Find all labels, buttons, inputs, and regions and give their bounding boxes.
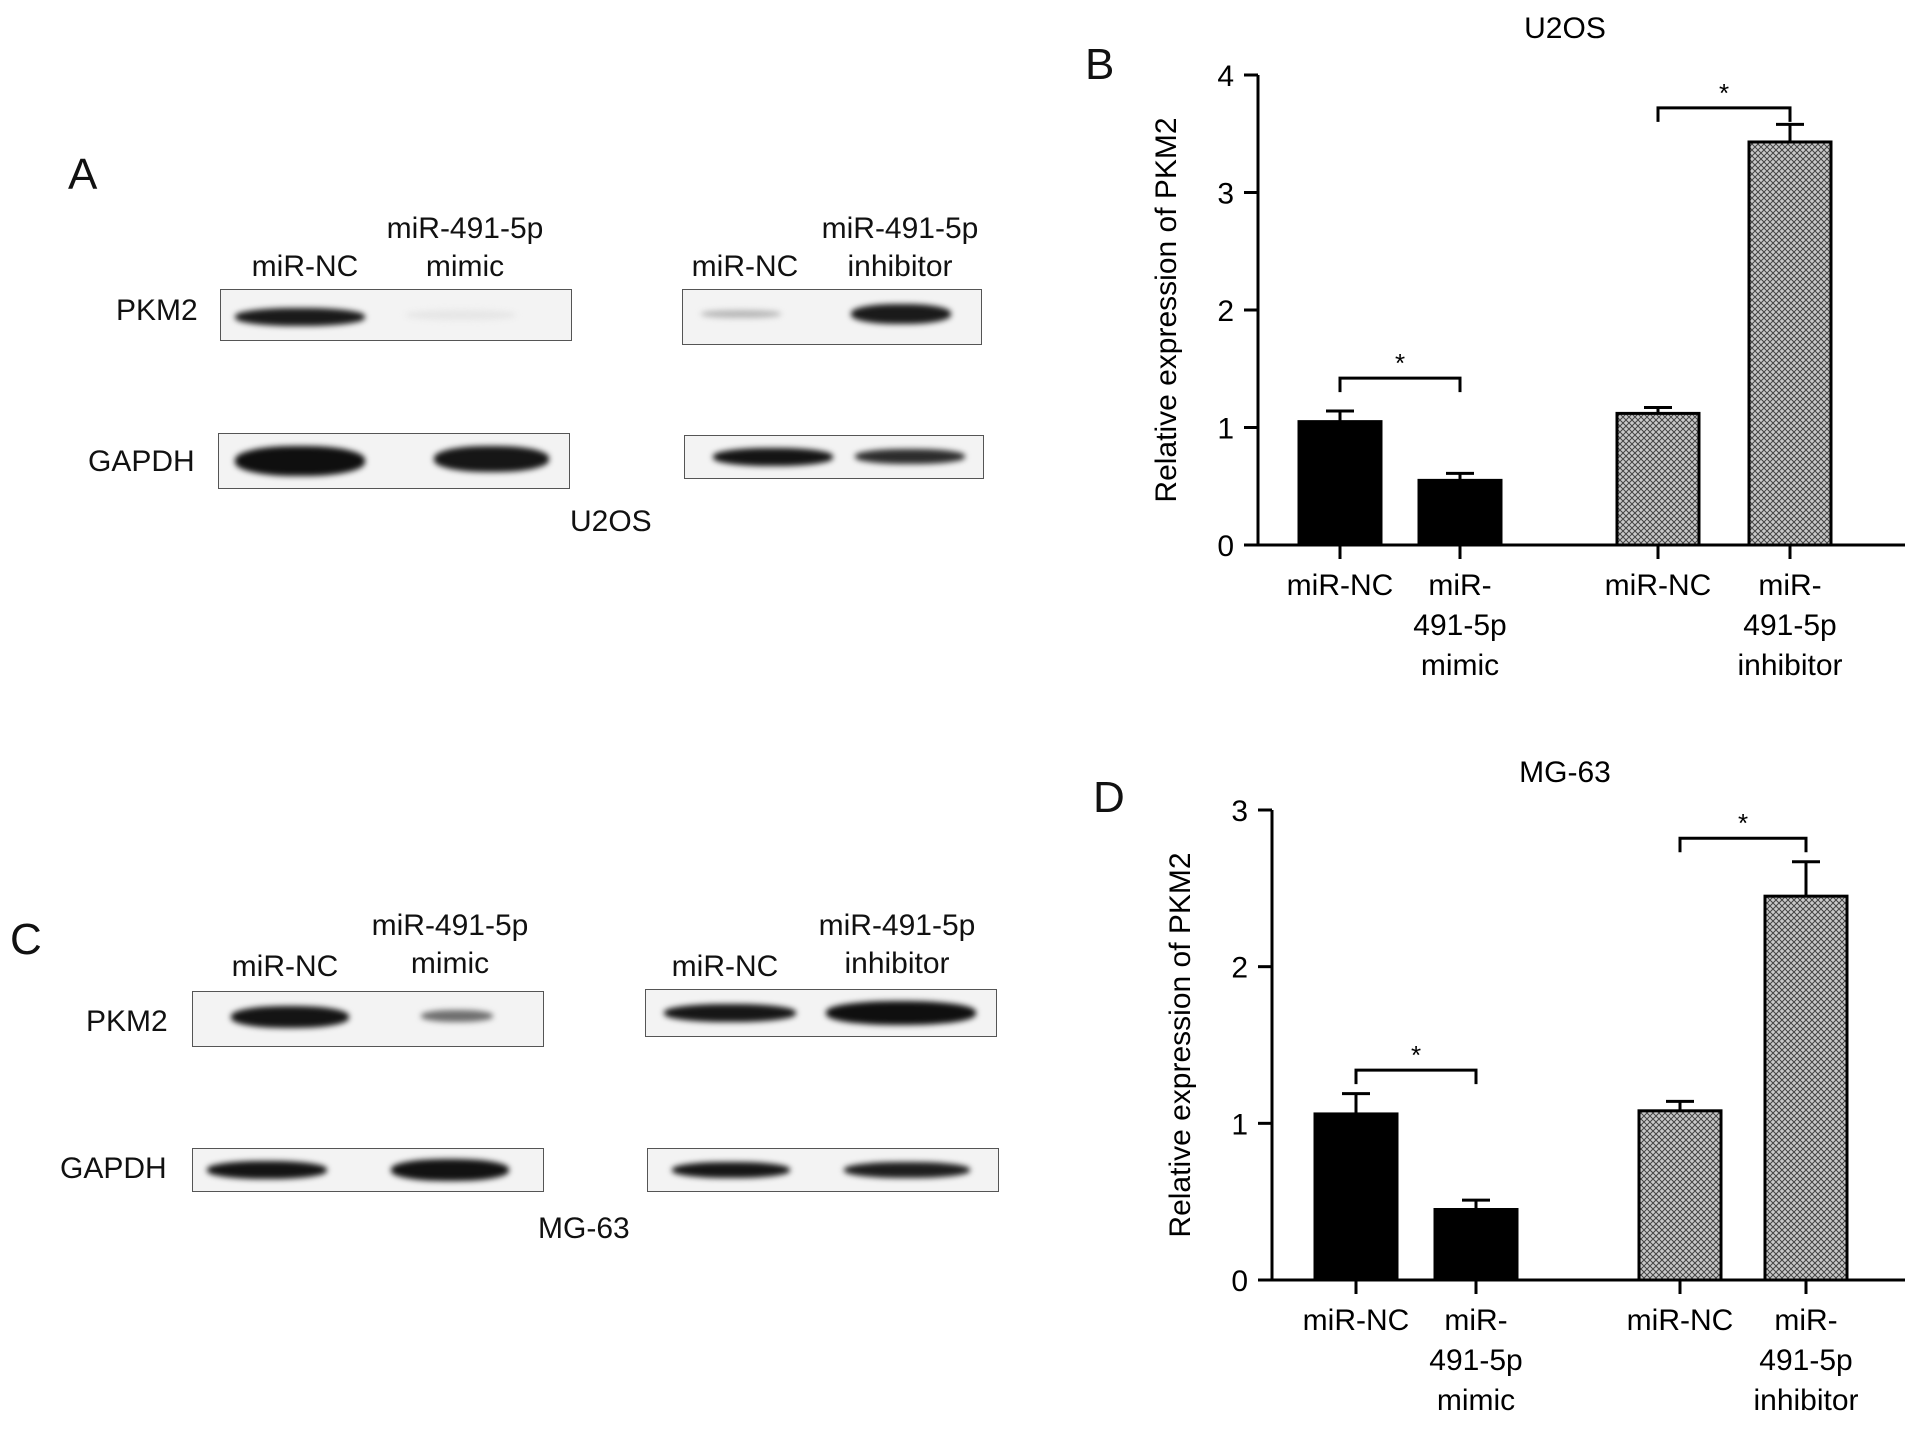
blot-a-gapdh-inhibitor <box>684 435 984 479</box>
y-axis-label: Relative expression of PKM2 <box>1164 852 1197 1237</box>
bar <box>1433 1208 1519 1282</box>
significance-label: * <box>1411 1040 1421 1070</box>
x-tick-label: miR- 491-5p mimic <box>1413 569 1506 682</box>
chart-d: MG-63 0 1 2 3 Relative expression of PKM2 miR-… <box>1164 756 1905 1417</box>
band <box>826 1001 976 1025</box>
bar <box>1747 140 1833 547</box>
band <box>235 308 365 326</box>
significance-bracket <box>1678 836 1808 853</box>
x-tick-label: miR- 491-5p inhibitor <box>1753 1304 1858 1417</box>
band <box>434 446 549 472</box>
blot-c-gapdh-inhibitor <box>647 1148 999 1192</box>
y-tick-label: 3 <box>1231 795 1248 828</box>
band <box>421 1010 493 1022</box>
y-axis-label: Relative expression of PKM2 <box>1150 117 1183 502</box>
bar <box>1615 411 1701 547</box>
chart-b: U2OS 0 1 2 3 4 Relative expression of PKM2 miR-… <box>1150 12 1905 682</box>
y-tick-label: 0 <box>1217 530 1234 563</box>
cell-line-caption-c: MG-63 <box>538 1212 630 1245</box>
y-tick-label: 1 <box>1217 413 1234 446</box>
band <box>701 310 781 318</box>
lane-label-c-inh-nc: miR-NC <box>671 950 779 983</box>
band <box>231 1006 349 1028</box>
chart-title: U2OS <box>1524 12 1606 45</box>
band <box>391 1159 509 1181</box>
x-tick-label-line: miR- <box>1758 569 1821 602</box>
y-tick-label: 3 <box>1217 178 1234 211</box>
x-tick-label-line: miR- <box>1444 1304 1507 1337</box>
band <box>672 1162 790 1178</box>
blot-a-pkm2-mimic <box>220 289 572 341</box>
x-tick-label-line: miR-NC <box>1303 1304 1410 1337</box>
cell-line-caption-a: U2OS <box>570 505 652 538</box>
panel-letter-c: C <box>10 915 42 964</box>
x-tick-label-line: 491-5p <box>1743 609 1836 642</box>
x-tick-label-line: miR- <box>1428 569 1491 602</box>
significance-label: * <box>1395 348 1405 378</box>
row-label-c-gapdh: GAPDH <box>60 1152 167 1185</box>
panel-letter-a: A <box>68 150 98 199</box>
band <box>406 310 516 320</box>
blot-c-gapdh-mimic <box>192 1148 544 1192</box>
x-tick-label: miR-NC <box>1627 1304 1734 1337</box>
x-tick-label-line: 491-5p <box>1413 609 1506 642</box>
x-tick-label-line: 491-5p <box>1429 1344 1522 1377</box>
chart-title: MG-63 <box>1519 756 1611 789</box>
x-tick-label-line: miR-NC <box>1605 569 1712 602</box>
significance-bracket <box>1354 1068 1478 1085</box>
y-tick-label: 0 <box>1231 1265 1248 1298</box>
panel-letter-d: D <box>1093 773 1125 822</box>
band <box>664 1004 796 1022</box>
x-tick-label-line: 491-5p <box>1759 1344 1852 1377</box>
lane-label-c-mimic-nc: miR-NC <box>231 950 339 983</box>
lane-label-a-inhibitor: miR-491-5p inhibitor <box>821 212 979 283</box>
band <box>844 1162 970 1178</box>
x-tick-label-line: miR- <box>1774 1304 1837 1337</box>
x-tick-label-line: mimic <box>1421 649 1499 682</box>
bar <box>1763 894 1849 1282</box>
bar <box>1297 420 1383 547</box>
y-tick-label: 2 <box>1231 952 1248 985</box>
x-tick-label: miR-NC <box>1287 569 1394 602</box>
x-tick-label-line: miR-NC <box>1287 569 1394 602</box>
x-tick-label-line: miR-NC <box>1627 1304 1734 1337</box>
y-tick-label: 1 <box>1231 1108 1248 1141</box>
x-tick-label: miR-NC <box>1605 569 1712 602</box>
band <box>235 446 365 476</box>
x-tick-label: miR-NC <box>1303 1304 1410 1337</box>
row-label-c-pkm2: PKM2 <box>86 1005 168 1038</box>
x-tick-label-line: inhibitor <box>1737 649 1842 682</box>
significance-label: * <box>1719 78 1729 108</box>
blot-c-pkm2-mimic <box>192 991 544 1047</box>
lane-label-c-mimic: miR-491-5p mimic <box>371 909 529 980</box>
lane-label-a-inh-nc: miR-NC <box>691 250 799 283</box>
blot-a-pkm2-inhibitor <box>682 289 982 345</box>
row-label-a-gapdh: GAPDH <box>88 445 195 478</box>
significance-label: * <box>1738 808 1748 838</box>
lane-label-a-mimic: miR-491-5p mimic <box>386 212 544 283</box>
band <box>851 304 951 324</box>
x-tick-label: miR- 491-5p inhibitor <box>1737 569 1842 682</box>
blot-c-pkm2-inhibitor <box>645 989 997 1037</box>
x-tick-label: miR- 491-5p mimic <box>1429 1304 1522 1417</box>
panel-letter-b: B <box>1085 40 1115 89</box>
row-label-a-pkm2: PKM2 <box>116 294 198 327</box>
x-tick-label-line: mimic <box>1437 1384 1515 1417</box>
band <box>855 449 965 464</box>
bar <box>1417 478 1503 547</box>
band <box>713 448 833 466</box>
x-tick-label-line: inhibitor <box>1753 1384 1858 1417</box>
y-tick-label: 4 <box>1217 60 1234 93</box>
lane-label-c-inhibitor: miR-491-5p inhibitor <box>818 909 976 980</box>
y-tick-label: 2 <box>1217 295 1234 328</box>
bar <box>1313 1112 1399 1282</box>
bar <box>1637 1109 1723 1282</box>
band <box>207 1161 327 1179</box>
lane-label-a-mimic-nc: miR-NC <box>251 250 359 283</box>
significance-bracket <box>1338 376 1462 393</box>
significance-bracket <box>1656 106 1792 122</box>
blot-a-gapdh-mimic <box>218 433 570 489</box>
